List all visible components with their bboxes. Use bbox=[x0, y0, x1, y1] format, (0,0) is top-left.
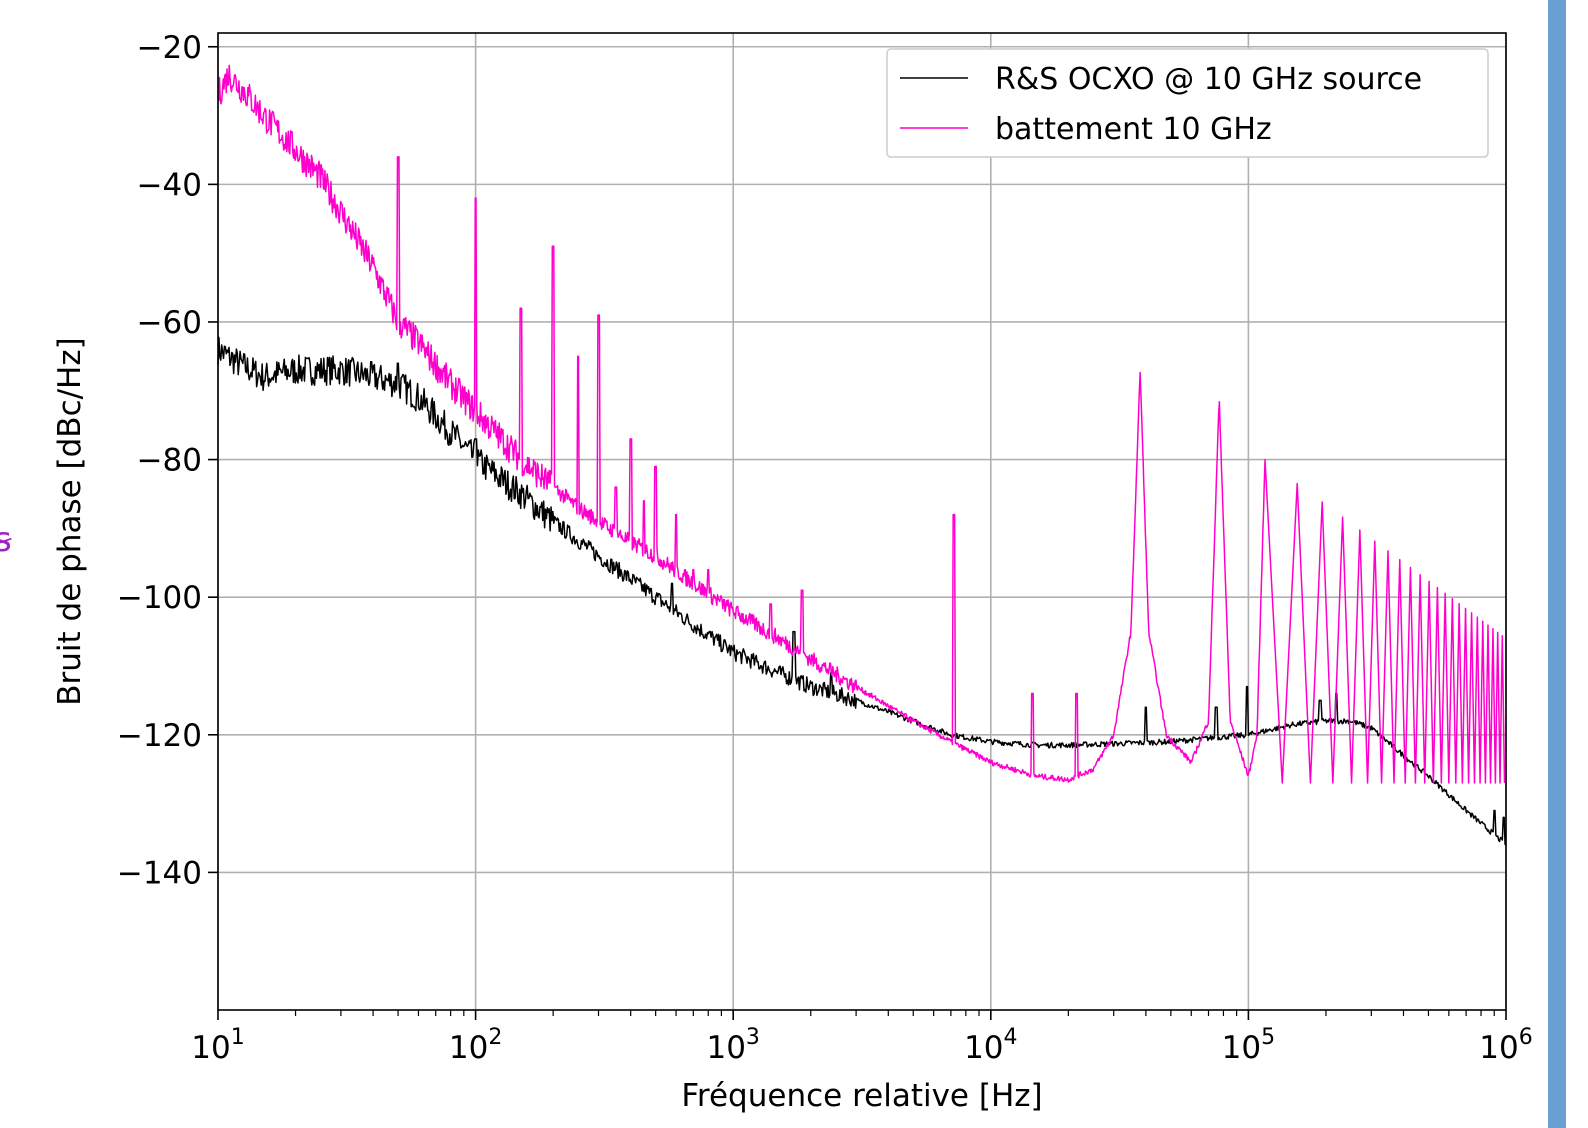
series-line-1 bbox=[217, 64, 1506, 784]
x-tick-label: 104 bbox=[964, 1025, 1017, 1066]
y-axis-label: Bruit de phase [dBc/Hz] bbox=[52, 337, 88, 706]
y-tick-label: −40 bbox=[137, 167, 202, 203]
series-line-0 bbox=[217, 336, 1507, 846]
cropped-label-fragment: ꞩ bbox=[0, 520, 12, 560]
y-tick-label: −80 bbox=[137, 443, 202, 479]
legend-label-battement: battement 10 GHz bbox=[995, 112, 1272, 147]
x-tick-label: 106 bbox=[1479, 1025, 1532, 1066]
phase-noise-chart: 101 102 103 104 105 106 −20 −40 −60 −80 −100 −120 −1… bbox=[52, 30, 1533, 1114]
x-axis-label: Fréquence relative [Hz] bbox=[681, 1078, 1042, 1114]
x-tick-label: 103 bbox=[706, 1025, 759, 1066]
y-tick-label: −100 bbox=[117, 580, 202, 616]
y-tick-label: −120 bbox=[117, 718, 202, 754]
x-tick-label: 101 bbox=[191, 1025, 244, 1066]
y-tick-label: −20 bbox=[137, 30, 202, 66]
y-tick-label: −140 bbox=[117, 855, 202, 891]
x-tick-label: 105 bbox=[1222, 1025, 1275, 1066]
legend-label-ocxo: R&S OCXO @ 10 GHz source bbox=[995, 62, 1422, 97]
legend-box bbox=[886, 48, 1489, 158]
x-tick-label: 102 bbox=[449, 1025, 502, 1066]
y-tick-label: −60 bbox=[137, 305, 202, 341]
grid bbox=[217, 33, 1507, 1010]
legend: R&S OCXO @ 10 GHz source battement 10 GH… bbox=[886, 48, 1489, 158]
series-layer bbox=[217, 64, 1507, 846]
axis-ticks: 101 102 103 104 105 106 −20 −40 −60 −80 −100 −120 −1… bbox=[117, 30, 1533, 1066]
plot-frame bbox=[217, 32, 1507, 1011]
right-edge-strip bbox=[1548, 0, 1566, 1128]
